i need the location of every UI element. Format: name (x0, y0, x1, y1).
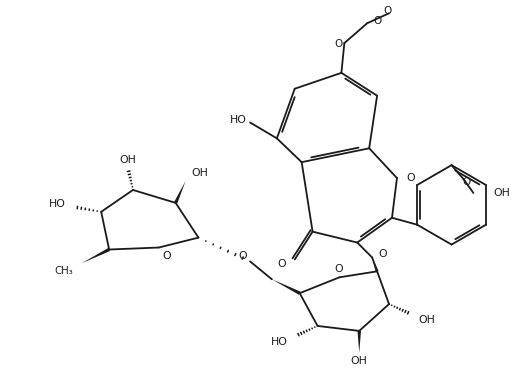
Polygon shape (272, 279, 301, 295)
Text: O: O (383, 6, 391, 16)
Text: OH: OH (419, 315, 435, 325)
Text: HO: HO (230, 115, 247, 125)
Text: O: O (378, 249, 387, 259)
Text: O: O (406, 173, 415, 183)
Text: O: O (238, 252, 247, 262)
Polygon shape (174, 181, 186, 204)
Polygon shape (81, 248, 110, 263)
Text: CH₃: CH₃ (54, 266, 73, 276)
Text: OH: OH (119, 155, 136, 165)
Polygon shape (372, 257, 378, 272)
Text: OH: OH (192, 168, 209, 178)
Text: O: O (334, 265, 343, 275)
Polygon shape (358, 331, 361, 353)
Text: O: O (277, 259, 286, 269)
Text: OH: OH (494, 188, 511, 198)
Text: HO: HO (49, 199, 65, 209)
Text: HO: HO (271, 337, 288, 347)
Text: OH: OH (351, 356, 367, 366)
Text: O: O (373, 16, 381, 26)
Text: O: O (462, 177, 471, 187)
Text: O: O (334, 39, 343, 49)
Text: O: O (163, 252, 171, 262)
